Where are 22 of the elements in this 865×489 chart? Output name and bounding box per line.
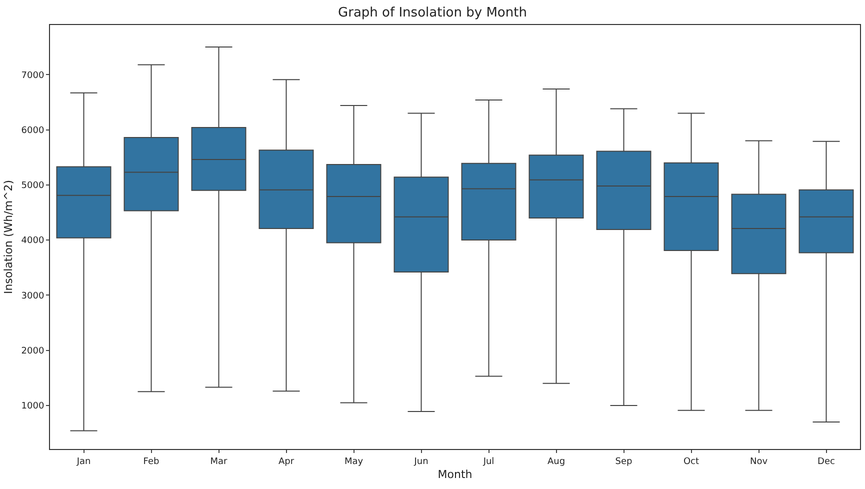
y-tick-label: 4000 [21, 236, 44, 246]
x-axis-title: Month [438, 468, 472, 481]
x-tick-label: Jun [413, 456, 428, 467]
x-tick-label: Sep [615, 456, 633, 467]
x-tick-label: Jan [76, 456, 91, 467]
y-tick-label: 5000 [21, 181, 44, 192]
x-tick-label: Jul [482, 456, 494, 467]
y-tick-label: 3000 [21, 291, 44, 302]
x-tick-label: Feb [143, 456, 160, 467]
y-axis-title: Insolation (Wh/m^2) [2, 180, 15, 294]
x-tick-label: Oct [683, 456, 700, 467]
x-tick-label: Apr [278, 456, 294, 467]
x-tick-label: Dec [818, 456, 836, 467]
y-tick-label: 2000 [21, 346, 44, 356]
chart-title: Graph of Insolation by Month [338, 5, 527, 20]
y-tick-label: 6000 [21, 126, 44, 136]
y-tick-label: 1000 [21, 402, 44, 412]
y-tick-label: 7000 [21, 70, 44, 81]
x-tick-label: Nov [750, 456, 768, 467]
x-tick-label: Mar [210, 456, 228, 467]
x-tick-label: Aug [547, 456, 566, 467]
x-tick-label: May [344, 456, 364, 467]
